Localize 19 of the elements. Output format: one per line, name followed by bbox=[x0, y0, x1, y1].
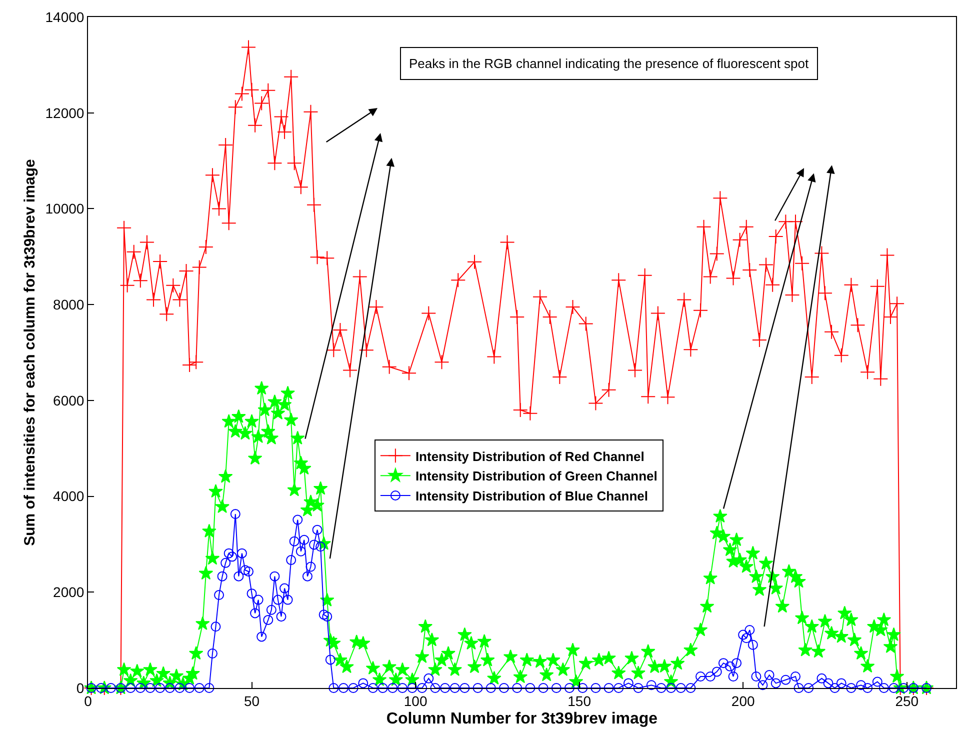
y-tick-label: 10000 bbox=[45, 200, 84, 217]
y-tick-label: 6000 bbox=[53, 392, 84, 408]
x-tick-label: 100 bbox=[404, 692, 428, 709]
x-axis-title: Column Number for 3t39brev image bbox=[386, 710, 658, 728]
x-tick-label: 250 bbox=[895, 692, 919, 709]
legend-label: Intensity Distribution of Green Channel bbox=[415, 468, 658, 484]
x-tick-label: 200 bbox=[731, 692, 755, 709]
y-axis-title: Sum of intensities for each column for 3t39brev image bbox=[22, 159, 39, 546]
y-tick-label: 4000 bbox=[53, 488, 84, 504]
y-tick-label: 2000 bbox=[53, 584, 84, 600]
annotation: Peaks in the RGB channel indicating the presence of fluorescent spot bbox=[409, 56, 810, 71]
legend-label: Intensity Distribution of Blue Channel bbox=[415, 488, 648, 504]
x-tick-label: 150 bbox=[568, 692, 592, 709]
y-tick-label: 8000 bbox=[53, 296, 84, 312]
legend-label: Intensity Distribution of Red Channel bbox=[415, 448, 644, 464]
y-tick-label: 14000 bbox=[45, 8, 84, 25]
y-tick-label: 0 bbox=[76, 680, 84, 696]
y-tick-label: 12000 bbox=[45, 104, 84, 121]
x-tick-label: 50 bbox=[244, 692, 260, 709]
